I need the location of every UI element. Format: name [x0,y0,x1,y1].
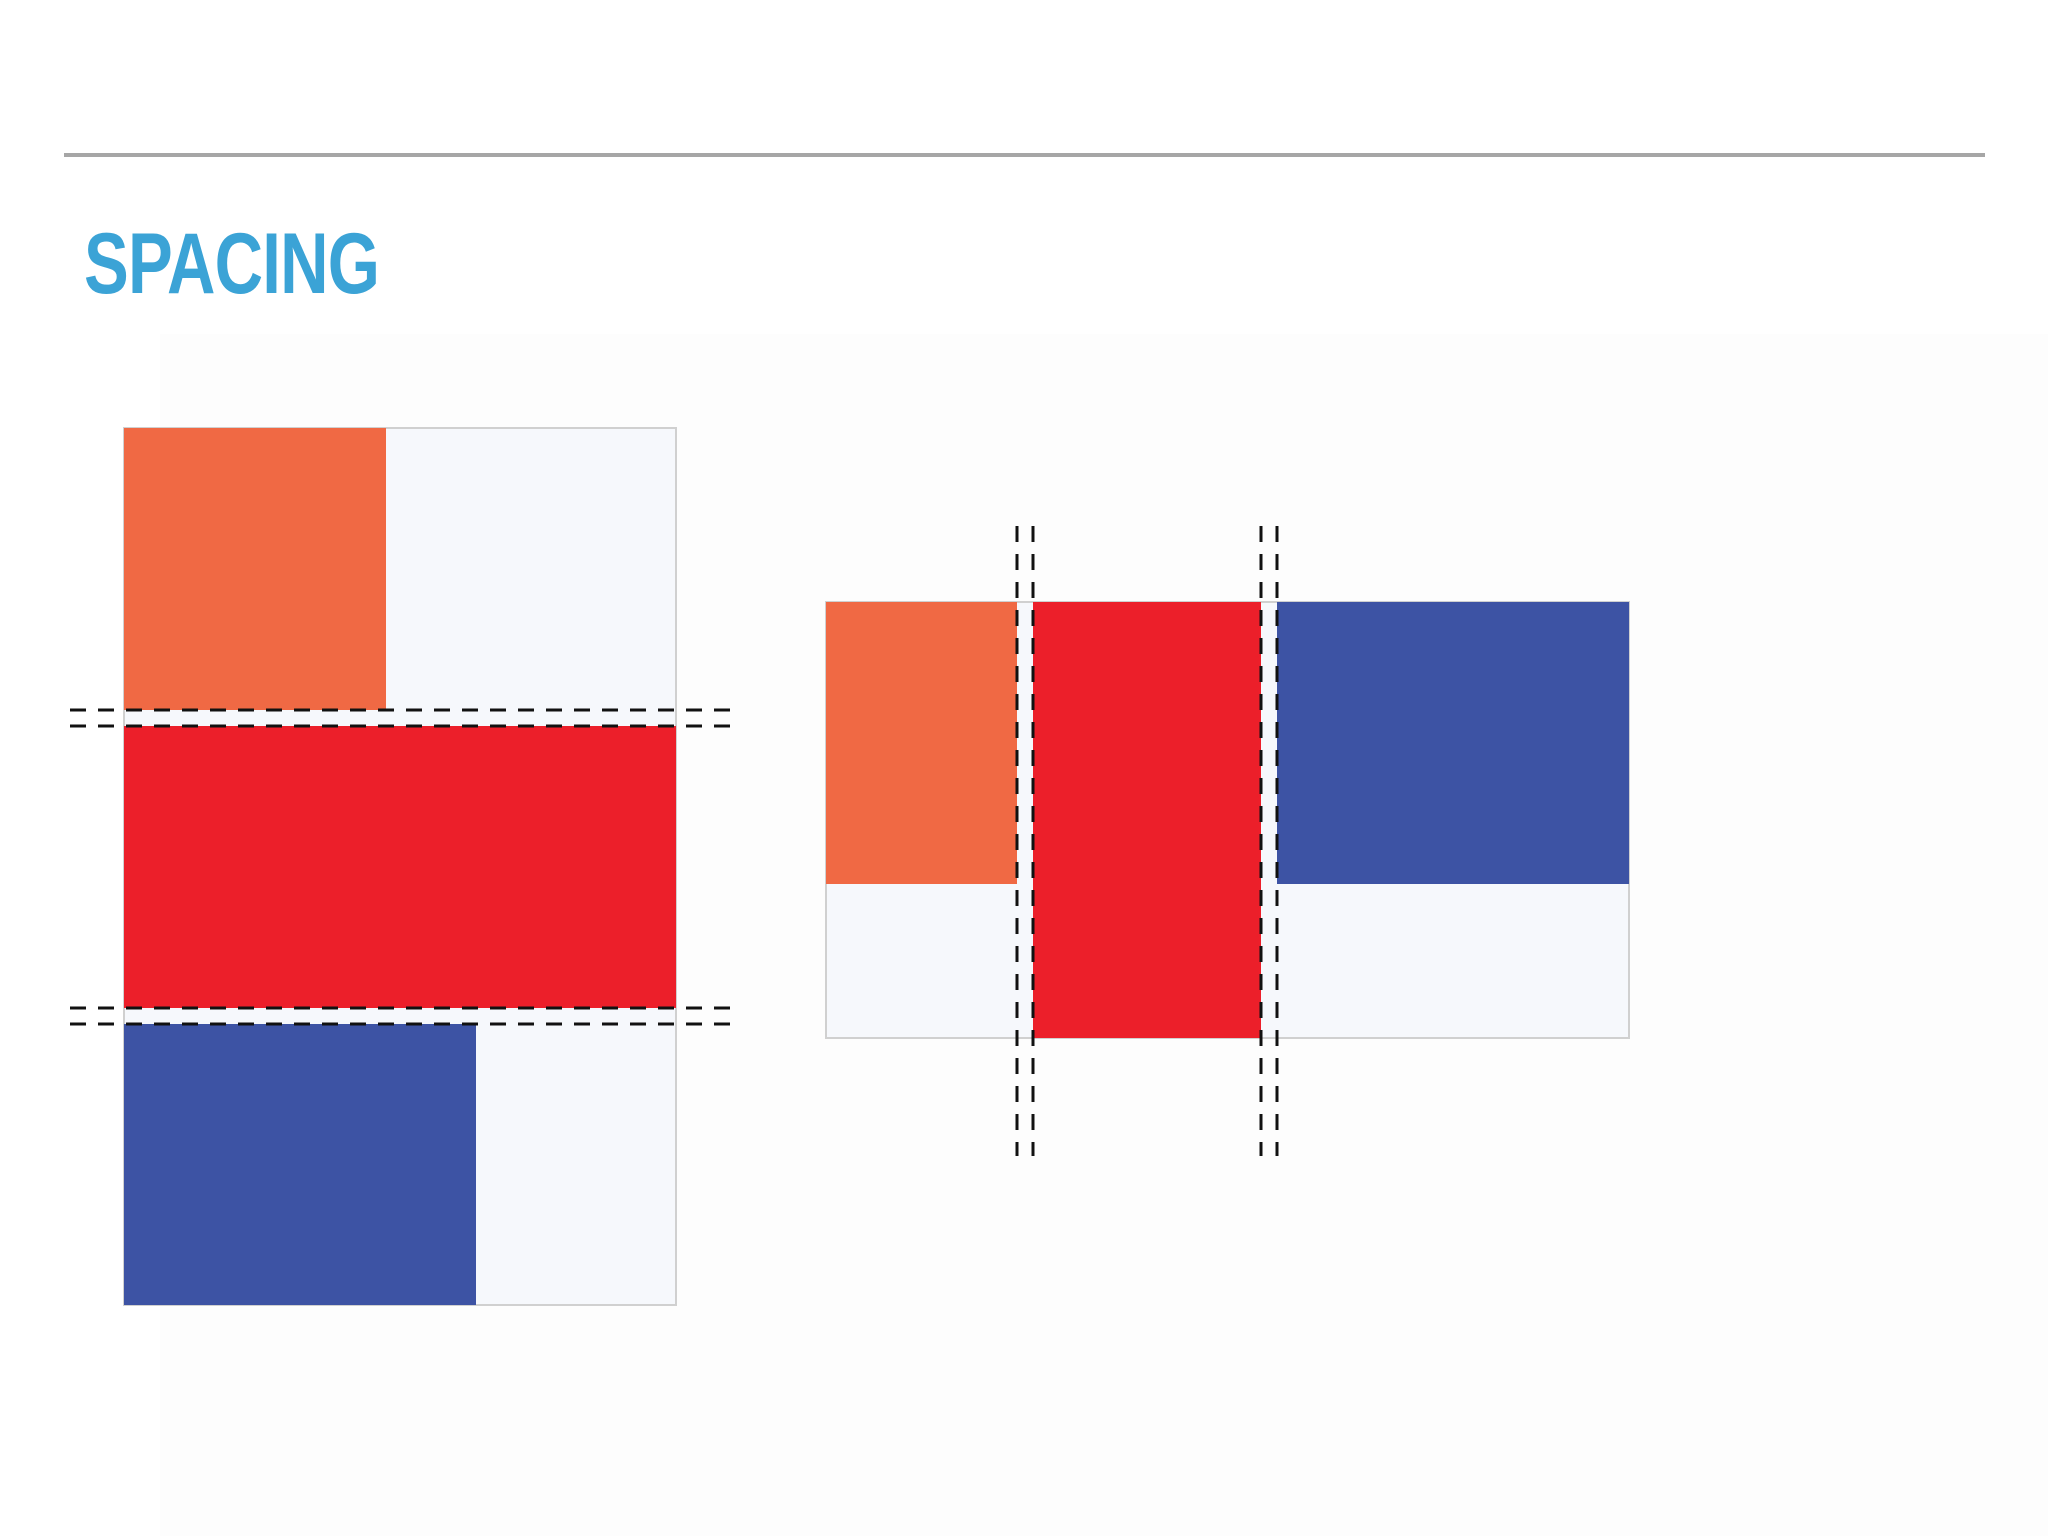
vertical-stack-red-block [124,726,676,1008]
horizontal-row-blue-block [1277,602,1629,884]
horizontal-row-left-guides [1015,526,1035,1156]
horizontal-row-red-block [1033,602,1261,1038]
horizontal-row-right-guides [1259,526,1279,1156]
horizontal-row-orange-block [826,602,1017,884]
horizontal-row-diagram [825,526,1630,1156]
slide-title: SPACING [84,216,380,312]
vertical-stack-blue-block [124,1024,476,1305]
vertical-stack-orange-block [124,428,386,710]
top-rule [64,153,1985,157]
vertical-stack-diagram [70,427,732,1306]
